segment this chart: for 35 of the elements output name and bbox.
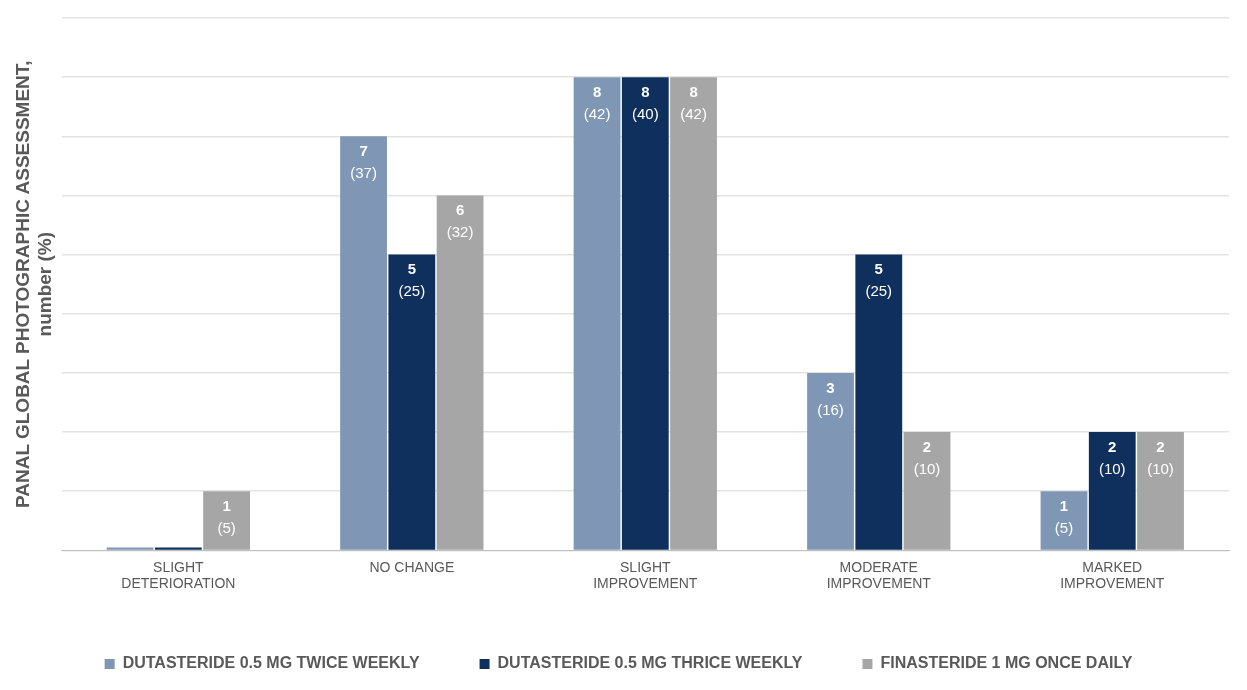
data-label: 2 (10) [1147, 437, 1174, 477]
bar [573, 77, 621, 550]
bar [670, 77, 717, 550]
y-axis-title: PANAL GLOBAL PHOTOGRAPHIC ASSESSMENT, number (%) [11, 60, 56, 508]
bar [388, 254, 436, 550]
bar [855, 254, 903, 550]
data-label: 8 (40) [631, 82, 659, 122]
bar [340, 136, 387, 550]
bar [436, 195, 484, 550]
x-tick-label: MODERATE IMPROVEMENT [826, 558, 932, 592]
bar [1040, 491, 1088, 550]
legend-label: FINASTERIDE 1 MG ONCE DAILY [880, 654, 1133, 672]
x-tick-label: MARKED IMPROVEMENT [1060, 558, 1165, 592]
data-label: 1 (5) [1054, 496, 1074, 536]
bar [1088, 432, 1136, 550]
bar [903, 432, 951, 550]
bar [621, 77, 669, 550]
data-label: 5 (25) [398, 260, 426, 300]
data-label: 7 (37) [350, 141, 377, 181]
data-label: 6 (32) [446, 201, 474, 241]
bar [1137, 432, 1184, 550]
data-label: 2 (10) [1098, 437, 1126, 477]
data-label: 8 (42) [583, 82, 611, 122]
data-label: 3 (16) [817, 378, 844, 418]
x-tick-label: NO CHANGE [369, 558, 455, 575]
data-label: 2 (10) [913, 437, 941, 477]
x-tick-label: SLIGHT DETERIORATION [121, 558, 236, 592]
x-tick-label: SLIGHT IMPROVEMENT [593, 558, 698, 592]
data-label: 8 (42) [680, 82, 707, 122]
data-label: 5 (25) [865, 260, 893, 300]
bar [807, 372, 854, 550]
bar [203, 491, 250, 550]
legend-label: DUTASTERIDE 0.5 MG THRICE WEEKLY [497, 654, 803, 672]
legend-label: DUTASTERIDE 0.5 MG TWICE WEEKLY [122, 654, 420, 672]
data-label: 1 (5) [217, 496, 236, 536]
